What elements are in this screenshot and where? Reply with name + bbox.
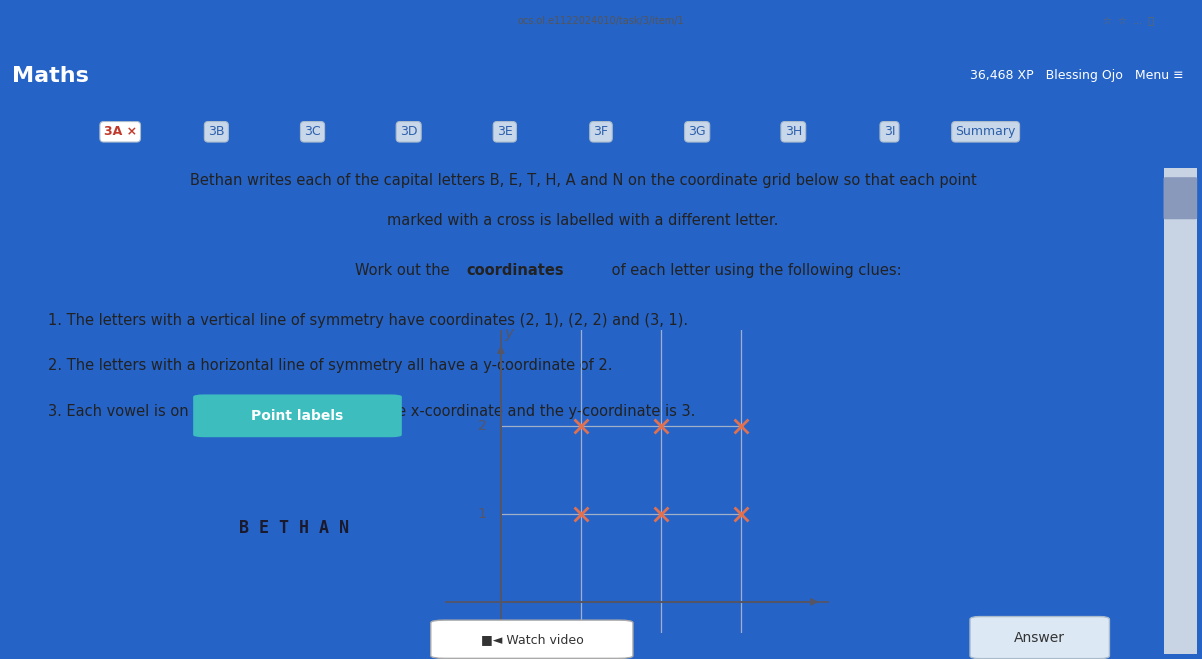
Text: 1. The letters with a vertical line of symmetry have coordinates (2, 1), (2, 2) : 1. The letters with a vertical line of s… (48, 314, 689, 328)
FancyBboxPatch shape (970, 617, 1109, 658)
Text: 3. Each vowel is on a point where the sum of the x-coordinate and the y-coordina: 3. Each vowel is on a point where the su… (48, 403, 696, 418)
Text: 3E: 3E (496, 125, 513, 138)
Text: B E T H A N: B E T H A N (239, 519, 350, 537)
Text: 3A ×: 3A × (103, 125, 137, 138)
FancyBboxPatch shape (1164, 177, 1197, 219)
Text: 2. The letters with a horizontal line of symmetry all have a y-coordinate of 2.: 2. The letters with a horizontal line of… (48, 358, 613, 374)
FancyBboxPatch shape (430, 620, 633, 658)
Text: Work out the: Work out the (355, 264, 454, 278)
Text: ■◄ Watch video: ■◄ Watch video (481, 633, 583, 646)
Text: ocs.ol.e1122024010/task/3/item/1: ocs.ol.e1122024010/task/3/item/1 (518, 16, 684, 26)
FancyBboxPatch shape (1164, 168, 1197, 654)
Text: 3C: 3C (304, 125, 321, 138)
Text: Summary: Summary (956, 125, 1016, 138)
Text: Point labels: Point labels (251, 409, 344, 423)
Text: 3B: 3B (208, 125, 225, 138)
Text: marked with a cross is labelled with a different letter.: marked with a cross is labelled with a d… (387, 214, 779, 228)
Text: Answer: Answer (1014, 631, 1065, 645)
Text: Maths: Maths (12, 66, 89, 86)
Text: of each letter using the following clues:: of each letter using the following clues… (607, 264, 902, 278)
Text: y: y (504, 326, 513, 341)
Text: 36,468 XP   Blessing Ojo   Menu ≡: 36,468 XP Blessing Ojo Menu ≡ (970, 69, 1184, 82)
Text: 3H: 3H (785, 125, 802, 138)
Text: 3D: 3D (400, 125, 417, 138)
FancyBboxPatch shape (194, 395, 401, 437)
Text: 3I: 3I (883, 125, 895, 138)
Text: Bethan writes each of the capital letters B, E, T, H, A and N on the coordinate : Bethan writes each of the capital letter… (190, 173, 976, 188)
Text: 3G: 3G (689, 125, 706, 138)
Text: 3F: 3F (594, 125, 608, 138)
Text: ☆  ☆  ...  🔴: ☆ ☆ ... 🔴 (1102, 16, 1154, 26)
Text: 2: 2 (477, 419, 487, 433)
Text: coordinates: coordinates (466, 264, 564, 278)
Text: 1: 1 (477, 507, 487, 521)
